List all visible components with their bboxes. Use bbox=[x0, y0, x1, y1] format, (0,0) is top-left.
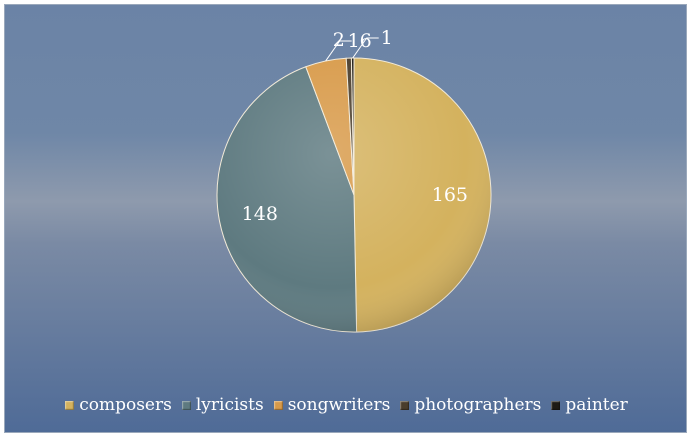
legend-label-photographers: photographers bbox=[414, 395, 542, 415]
legend-entry-lyricists: lyricists bbox=[181, 395, 264, 415]
data-label-photographers: 2 bbox=[333, 29, 345, 51]
leader-line-songwriters bbox=[325, 40, 352, 62]
legend-label-songwriters: songwriters bbox=[287, 395, 391, 415]
legend-label-painter: painter bbox=[565, 395, 628, 415]
legend-entry-songwriters: songwriters bbox=[273, 395, 391, 415]
legend-label-composers: composers bbox=[79, 395, 172, 415]
pie-slice-composers bbox=[353, 57, 492, 333]
legend-entry-painter: painter bbox=[551, 395, 628, 415]
data-label-lyricists: 148 bbox=[242, 203, 278, 225]
legend-swatch-songwriters bbox=[273, 400, 283, 410]
chart-area: 165 148 16 2 1 composers lyricists songwrite… bbox=[4, 4, 687, 433]
legend-swatch-lyricists bbox=[181, 400, 191, 410]
data-label-songwriters: 16 bbox=[348, 30, 372, 52]
legend-entry-photographers: photographers bbox=[400, 395, 541, 415]
leader-line-painter bbox=[352, 37, 379, 59]
pie-chart: 165 148 162 1 bbox=[216, 27, 492, 333]
legend-label-lyricists: lyricists bbox=[195, 395, 264, 415]
legend-entry-composers: composers bbox=[65, 395, 172, 415]
data-label-composers: 165 bbox=[432, 184, 468, 206]
legend-swatch-painter bbox=[551, 400, 561, 410]
legend: composers lyricists songwriters photogra… bbox=[5, 395, 688, 415]
legend-swatch-photographers bbox=[400, 400, 410, 410]
data-label-painter: 1 bbox=[381, 27, 393, 49]
legend-swatch-composers bbox=[65, 400, 75, 410]
